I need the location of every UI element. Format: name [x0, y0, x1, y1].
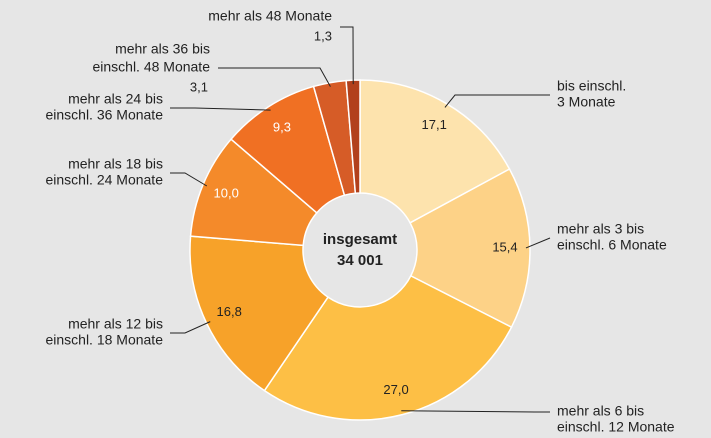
center-label: 34 001 [337, 252, 383, 269]
category-label: bis einschl. [557, 78, 626, 94]
slice [263, 274, 513, 421]
value-label: 9,3 [273, 119, 291, 134]
category-label: 3 Monate [557, 94, 616, 110]
category-label: einschl. 24 Monate [45, 172, 163, 188]
value-label: 15,4 [492, 240, 517, 255]
slice [409, 168, 531, 329]
category-label: mehr als 3 bis [557, 221, 644, 237]
category-label: mehr als 24 bis [68, 91, 163, 107]
category-label: mehr als 36 bis [115, 41, 210, 57]
category-label: mehr als 48 Monate [208, 8, 332, 24]
leader-line [170, 107, 271, 111]
value-label: 1,3 [314, 28, 332, 43]
category-label: einschl. 12 Monate [557, 419, 675, 435]
center-label: insgesamt [323, 231, 397, 248]
category-label: mehr als 18 bis [68, 156, 163, 172]
category-label: mehr als 12 bis [68, 316, 163, 332]
leader-line [170, 172, 208, 187]
leader-line [170, 321, 211, 334]
leader-line [444, 94, 550, 108]
category-label: einschl. 6 Monate [557, 237, 667, 253]
leader-line [218, 67, 331, 87]
slice [189, 235, 330, 392]
slice [359, 79, 511, 224]
category-label: mehr als 6 bis [557, 403, 644, 419]
leader-line [525, 237, 551, 249]
leader-line [401, 410, 550, 413]
category-label: einschl. 18 Monate [45, 332, 163, 348]
value-label: 17,1 [422, 117, 447, 132]
leader-line [340, 26, 354, 85]
category-label: einschl. 36 Monate [45, 107, 163, 123]
value-label: 10,0 [214, 186, 239, 201]
value-label: 3,1 [190, 79, 208, 94]
center-hole [304, 194, 416, 306]
value-label: 16,8 [217, 304, 242, 319]
category-label: einschl. 48 Monate [92, 59, 210, 75]
value-label: 27,0 [383, 382, 408, 397]
slice [345, 79, 361, 194]
